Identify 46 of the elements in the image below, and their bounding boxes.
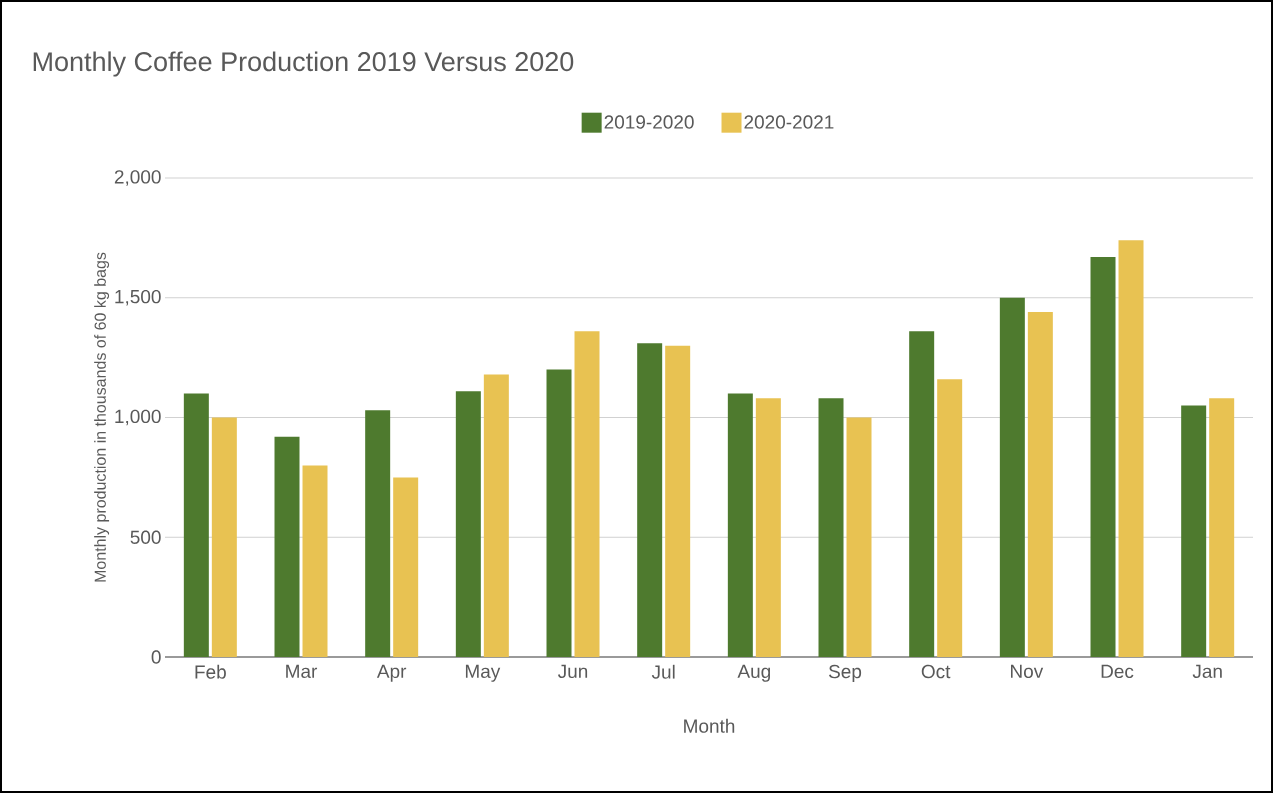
y-tick-label: 1,500: [115, 289, 161, 306]
bar: [1090, 257, 1116, 657]
x-tick-label: Jul: [651, 664, 675, 679]
x-tick-label: Feb: [195, 664, 226, 679]
y-axis-title: Monthly production in thousands of 60 kg bags: [94, 252, 110, 582]
x-tick-label: May: [465, 664, 501, 682]
bar: [1027, 312, 1053, 657]
y-tick-label: 500: [130, 530, 161, 544]
bar: [211, 417, 237, 657]
bar: [999, 297, 1025, 657]
x-tick-label: Mar: [286, 664, 318, 679]
x-tick-label: Jun: [557, 664, 588, 679]
x-tick-label: Dec: [1101, 664, 1134, 679]
bar: [365, 410, 391, 657]
y-tick-label: 2,000: [114, 170, 161, 186]
bar: [637, 343, 663, 657]
bar: [483, 374, 509, 657]
legend-label: 2020-2021: [744, 115, 834, 129]
bar: [818, 398, 844, 657]
bar: [755, 398, 781, 657]
x-tick-label: Jan: [1192, 664, 1222, 679]
y-tick-label: 1,000: [115, 409, 161, 426]
bar: [455, 391, 481, 657]
bar: [183, 393, 209, 657]
legend-label: 2019-2020: [604, 115, 694, 129]
bar: [1181, 405, 1207, 657]
bar: [546, 369, 572, 657]
bar: [574, 331, 600, 657]
bar: [274, 436, 300, 657]
bar: [393, 477, 419, 657]
x-tick-label: Nov: [1011, 664, 1044, 679]
x-tick-label: Oct: [921, 664, 951, 679]
bar: [1209, 398, 1235, 657]
bar: [846, 417, 872, 657]
x-tick-label: Apr: [376, 664, 407, 682]
chart-title: Monthly Coffee Production 2019 Versus 2020: [33, 51, 574, 77]
bar: [665, 345, 691, 657]
y-tick-label: 0: [151, 650, 161, 664]
bar: [909, 331, 935, 657]
bar: [302, 465, 328, 657]
x-tick-label: Aug: [737, 664, 771, 682]
x-tick-label: Sep: [828, 664, 862, 682]
x-axis-title: Month: [684, 718, 735, 733]
bar: [727, 393, 753, 657]
bar: [1118, 240, 1144, 657]
bar: [937, 379, 963, 657]
